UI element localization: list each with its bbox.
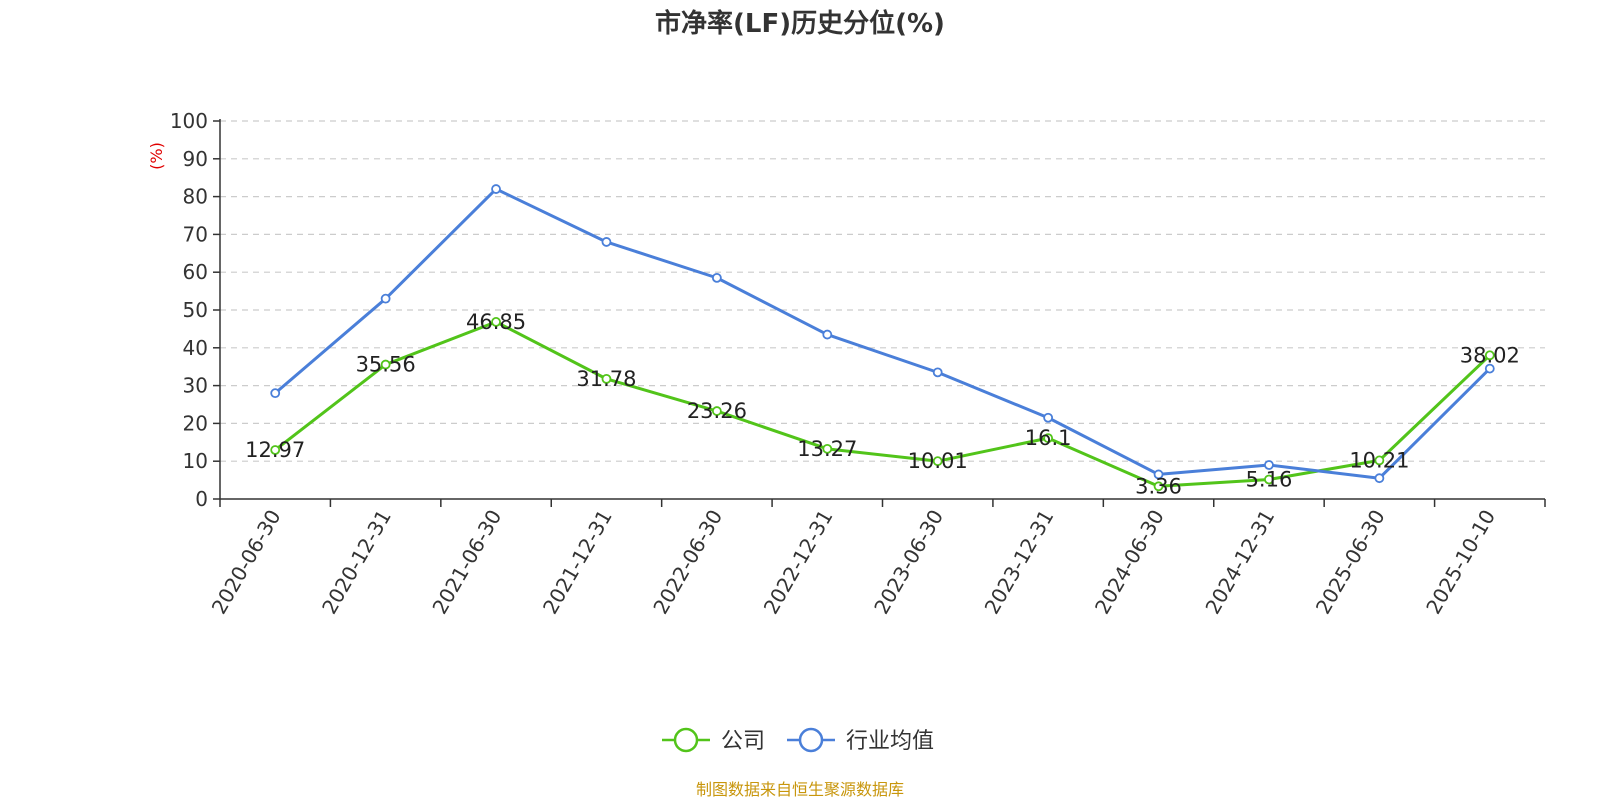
legend-label: 行业均值	[846, 729, 934, 754]
series-lines	[270, 184, 1495, 492]
data-point[interactable]	[711, 406, 722, 416]
x-tick-label: 2024-06-30	[1090, 506, 1169, 619]
data-label: 3.36	[1135, 474, 1182, 498]
data-point[interactable]	[270, 445, 281, 455]
data-point[interactable]	[1374, 473, 1385, 484]
series-line	[274, 187, 1491, 480]
data-point[interactable]	[932, 367, 943, 378]
data-label: 38.02	[1460, 343, 1520, 367]
data-point[interactable]	[1043, 433, 1054, 444]
grid-lines	[220, 120, 1545, 462]
data-point[interactable]	[601, 373, 612, 384]
data-labels: 12.97 35.56 46.85 31.78 23.26 13.27 10.01 16.1 3…	[245, 310, 1520, 498]
x-tick-label: 2020-12-31	[317, 506, 396, 619]
data-point[interactable]	[1484, 350, 1495, 361]
data-point[interactable]	[491, 184, 501, 194]
data-point[interactable]	[380, 359, 391, 370]
y-tick-label: 70	[183, 222, 208, 246]
series-2	[270, 184, 1495, 484]
data-point[interactable]	[1264, 474, 1274, 485]
data-label: 31.78	[576, 367, 636, 391]
legend-marker-icon	[798, 727, 824, 753]
data-label: 10.01	[908, 449, 968, 473]
data-point[interactable]	[1374, 455, 1385, 466]
data-label: 5.16	[1246, 467, 1293, 491]
data-point[interactable]	[380, 293, 391, 304]
y-tick-label: 0	[195, 487, 208, 511]
legend[interactable]: 公司 行业均值	[662, 727, 934, 754]
data-label: 10.21	[1349, 448, 1409, 472]
data-point[interactable]	[1153, 481, 1164, 492]
data-label: 16.1	[1025, 426, 1072, 450]
data-point[interactable]	[601, 237, 612, 247]
legend-item[interactable]: 行业均值	[787, 727, 934, 754]
y-tick-label: 80	[183, 185, 208, 209]
y-tick-label: 20	[183, 411, 208, 435]
y-tick-label: 30	[183, 374, 208, 398]
data-point[interactable]	[491, 317, 501, 327]
data-point[interactable]	[270, 388, 281, 399]
x-tick-label: 2024-12-31	[1200, 506, 1279, 619]
x-tick-label: 2021-06-30	[427, 505, 506, 618]
x-tick-label: 2022-06-30	[648, 506, 727, 619]
data-label: 12.97	[245, 438, 305, 462]
series-1	[270, 317, 1495, 492]
legend-item[interactable]: 公司	[662, 727, 765, 754]
data-point[interactable]	[1264, 460, 1274, 470]
legend-marker-icon	[673, 727, 699, 753]
y-tick-label: 50	[183, 298, 208, 322]
data-label: 35.56	[356, 353, 416, 377]
data-point[interactable]	[1043, 412, 1054, 423]
data-label: 23.26	[687, 399, 747, 423]
y-tick-label: 60	[183, 260, 208, 284]
y-tick-label: 40	[183, 336, 208, 360]
x-tick-label: 2022-12-31	[759, 506, 838, 619]
data-label: 13.27	[797, 437, 857, 461]
x-tick-label: 2025-06-30	[1311, 506, 1390, 619]
legend-label: 公司	[721, 729, 765, 754]
y-tick-label: 10	[183, 449, 208, 473]
x-tick-label: 2021-12-31	[538, 506, 617, 619]
data-label: 46.85	[466, 310, 526, 334]
y-tick-label: 90	[183, 147, 208, 171]
x-tick-label: 2020-06-30	[207, 506, 286, 619]
chart-title: 市净率(LF)历史分位(%)	[655, 8, 945, 39]
data-point[interactable]	[1484, 363, 1495, 374]
x-tick-label: 2023-12-31	[980, 506, 1059, 619]
y-tick-label: 100	[170, 109, 208, 133]
y-axis-unit-label: (%)	[147, 142, 166, 170]
x-tick-label: 2025-10-10	[1421, 506, 1500, 619]
x-tick-label: 2023-06-30	[869, 505, 948, 618]
data-point[interactable]	[1153, 469, 1164, 480]
data-point[interactable]	[932, 456, 943, 467]
series-line	[274, 320, 1491, 488]
data-point[interactable]	[711, 272, 722, 283]
data-point[interactable]	[822, 443, 833, 454]
data-point[interactable]	[822, 329, 833, 340]
source-note: 制图数据来自恒生聚源数据库	[696, 780, 904, 799]
